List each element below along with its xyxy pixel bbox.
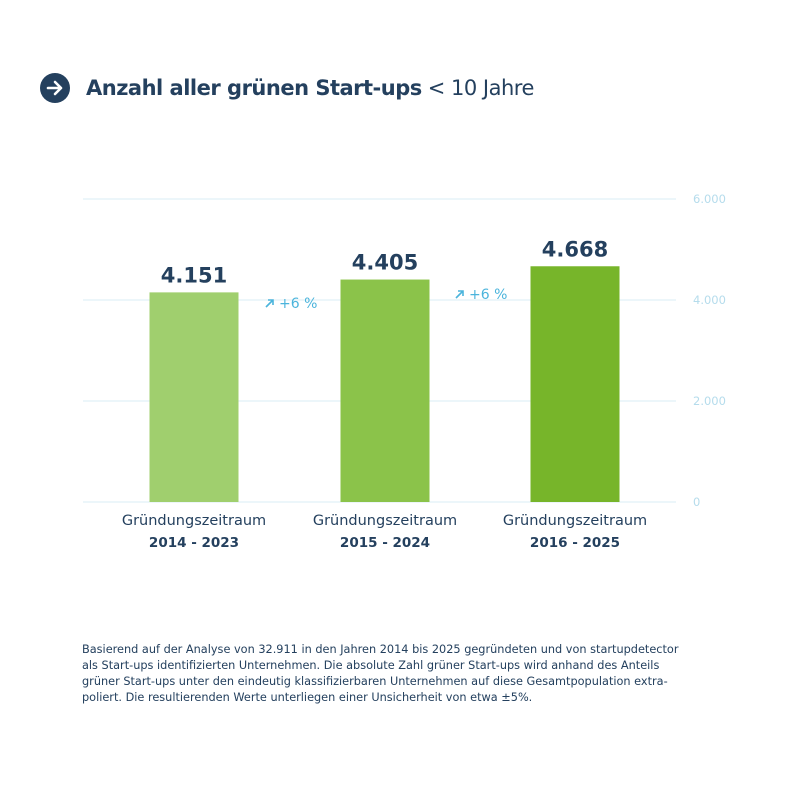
footnote-line: grüner Start-ups unter den eindeutig kla… — [82, 675, 668, 688]
title-sub: < 10 Jahre — [427, 76, 535, 100]
arrow-right-circle-icon — [40, 73, 70, 103]
arrow-up-right-icon — [265, 299, 274, 308]
y-tick-label: 0 — [693, 495, 700, 509]
footnote-line: poliert. Die resultierenden Werte unterl… — [82, 691, 533, 704]
bar-value-label: 4.405 — [352, 251, 418, 275]
arrow-up-right-icon — [455, 290, 464, 299]
footnote-line: Basierend auf der Analyse von 32.911 in … — [82, 643, 679, 656]
bar — [149, 292, 239, 502]
bar-value-label: 4.151 — [161, 263, 227, 287]
x-category-period: 2016 - 2025 — [530, 535, 620, 551]
growth-label: +6 % — [469, 287, 507, 303]
footnote-line: als Start-ups identifizierten Unternehme… — [82, 659, 660, 672]
footnote: Basierend auf der Analyse von 32.911 in … — [82, 642, 682, 706]
chart-title: Anzahl aller grünen Start-ups < 10 Jahre — [40, 73, 534, 103]
x-category-label: Gründungszeitraum — [503, 513, 647, 529]
y-tick-label: 2.000 — [693, 394, 726, 408]
bar — [530, 266, 620, 502]
growth-label: +6 % — [279, 296, 317, 312]
bar-value-label: 4.668 — [542, 237, 608, 261]
x-category-label: Gründungszeitraum — [313, 513, 457, 529]
title-main: Anzahl aller grünen Start-ups — [86, 76, 422, 100]
bar — [340, 279, 430, 502]
y-tick-label: 4.000 — [693, 293, 726, 307]
x-category-label: Gründungszeitraum — [122, 513, 266, 529]
y-tick-label: 6.000 — [693, 192, 726, 206]
x-category-period: 2014 - 2023 — [149, 535, 239, 551]
x-category-period: 2015 - 2024 — [340, 535, 430, 551]
